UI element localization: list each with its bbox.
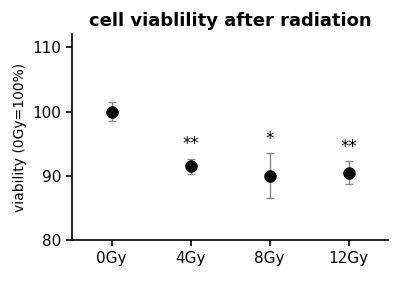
Text: *: * xyxy=(265,130,274,148)
Title: cell viablility after radiation: cell viablility after radiation xyxy=(89,12,371,30)
Y-axis label: viability (0Gy=100%): viability (0Gy=100%) xyxy=(13,63,27,212)
Text: **: ** xyxy=(340,138,357,156)
Text: **: ** xyxy=(182,135,199,153)
